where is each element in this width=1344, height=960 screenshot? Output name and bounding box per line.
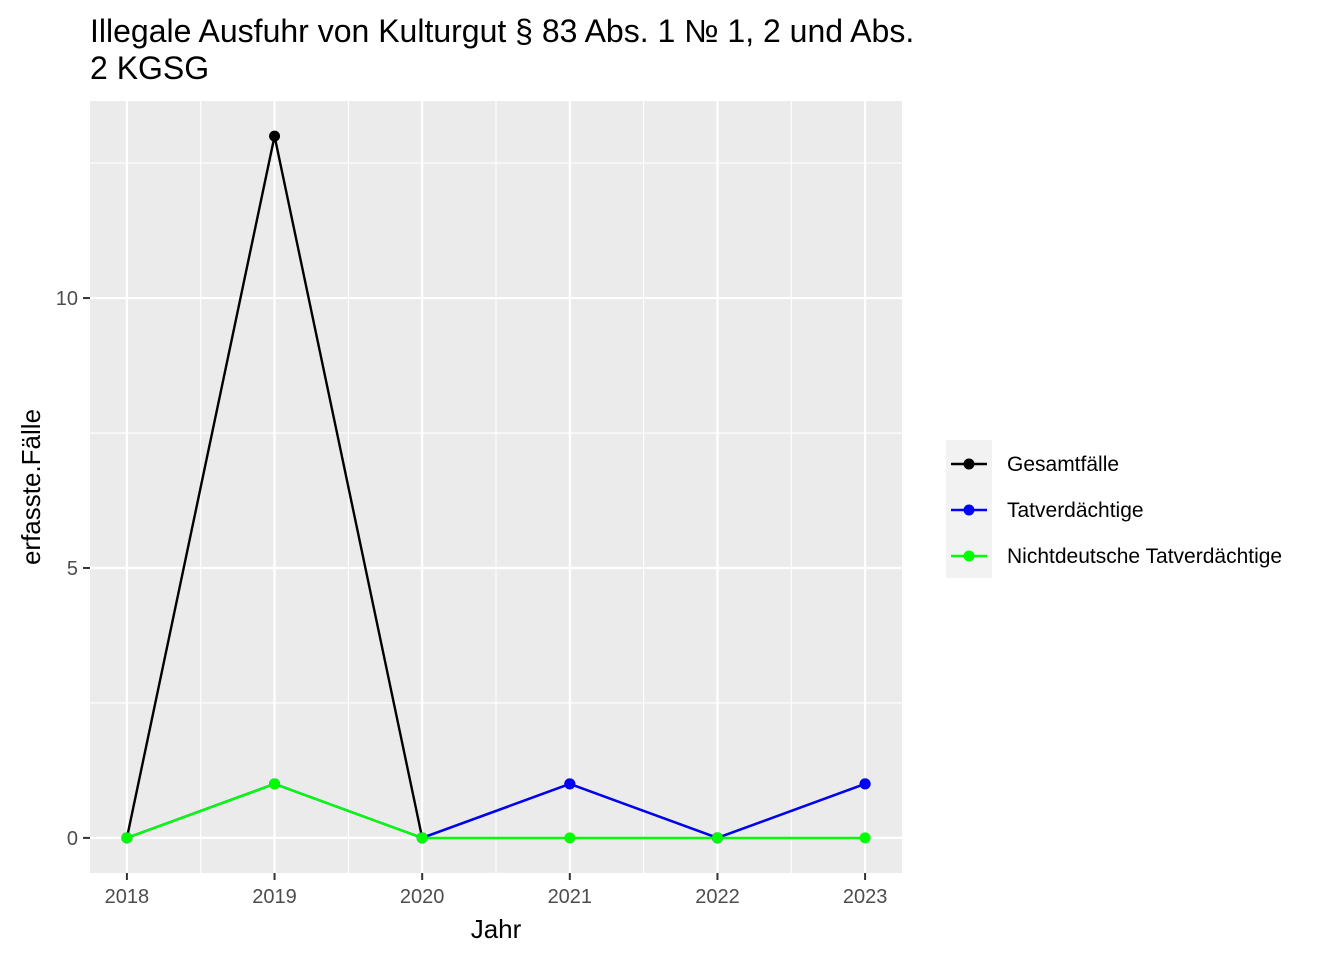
series-point-3	[269, 778, 281, 790]
legend-label: Tatverdächtige	[1007, 499, 1144, 522]
x-axis-tick-labels: 2018 2019 2020 2021 2022 2023	[105, 886, 888, 908]
y-axis-tick-labels: 0 5 10	[56, 288, 78, 850]
y-tick-label: 5	[67, 558, 78, 580]
x-tick-label: 2018	[105, 886, 150, 908]
y-tick-label: 0	[67, 828, 78, 850]
x-tick-label: 2021	[548, 886, 593, 908]
legend-key-point	[963, 550, 975, 562]
chart-title-line-1: Illegale Ausfuhr von Kulturgut § 83 Abs.…	[90, 13, 914, 49]
series-point-3	[859, 832, 871, 844]
legend: Gesamtfälle Tatverdächtige Nichtdeutsche T…	[946, 440, 1282, 578]
x-tick-label: 2022	[695, 886, 740, 908]
y-axis-title: erfasste.Fälle	[16, 409, 46, 565]
chart-title-line-2: 2 KGSG	[90, 50, 209, 86]
series-point-1	[269, 130, 281, 142]
x-tick-label: 2020	[400, 886, 445, 908]
series-points	[121, 130, 871, 844]
legend-label: Gesamtfälle	[1007, 453, 1119, 476]
y-tick-label: 10	[56, 288, 78, 310]
legend-key-point	[963, 504, 975, 516]
series-point-3	[711, 832, 723, 844]
series-point-3	[121, 832, 133, 844]
series-point-2	[564, 778, 576, 790]
legend-key-point	[963, 458, 975, 470]
series-point-3	[416, 832, 428, 844]
series-line-3	[126, 782, 866, 840]
series-lines	[125, 134, 866, 840]
x-tick-label: 2019	[252, 886, 297, 908]
series-point-2	[859, 778, 871, 790]
x-axis-title: Jahr	[471, 914, 522, 944]
legend-label: Nichtdeutsche Tatverdächtige	[1007, 545, 1282, 568]
series-point-3	[564, 832, 576, 844]
axis-ticks	[83, 297, 867, 880]
x-tick-label: 2023	[843, 886, 888, 908]
